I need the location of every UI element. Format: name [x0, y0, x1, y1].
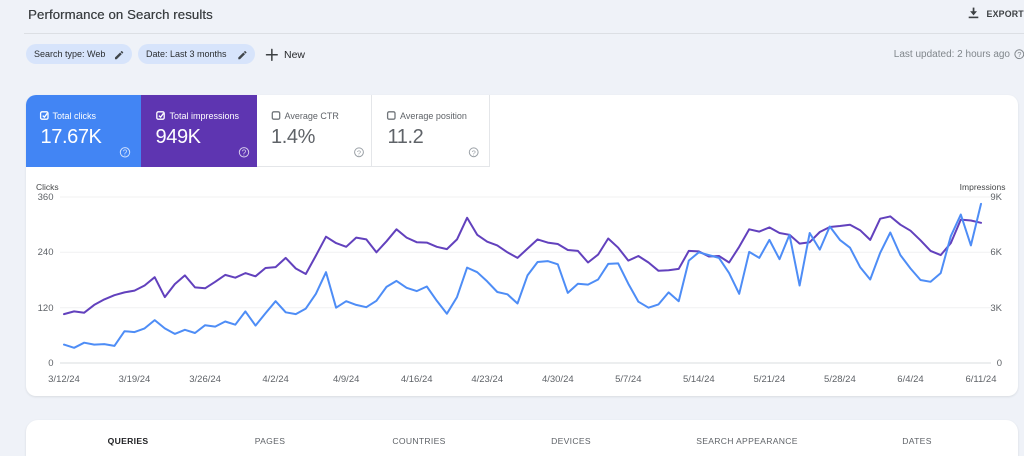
svg-text:?: ? — [1017, 50, 1021, 59]
